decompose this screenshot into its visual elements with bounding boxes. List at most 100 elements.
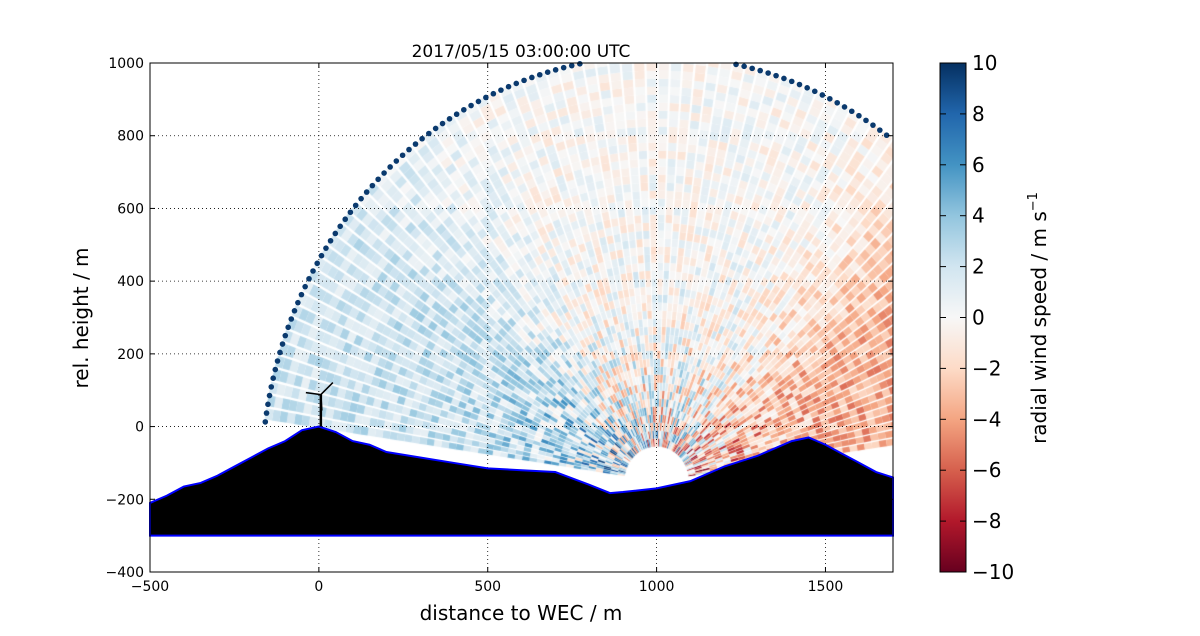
range-marker [781,75,787,82]
x-axis-label: distance to WEC / m [420,601,623,625]
range-marker [263,410,270,416]
range-marker [295,299,301,306]
turbine-blade [320,394,323,411]
range-marker [529,74,535,81]
range-marker [863,117,869,124]
range-marker [741,63,747,70]
range-marker [406,146,412,153]
range-marker [811,88,818,95]
range-marker [536,71,543,78]
range-marker [552,67,559,73]
range-marker [298,291,305,298]
range-marker [490,90,497,97]
x-tick-label: 1000 [639,579,675,595]
y-axis-label: rel. height / m [69,247,93,388]
colorbar-label: radial wind speed / m s−1 [1026,192,1051,444]
range-marker [327,237,334,244]
range-marker [733,61,739,68]
range-marker [513,80,520,87]
range-marker [262,419,269,425]
colorbar-tick-label: 4 [972,204,985,228]
range-marker [358,195,364,202]
range-marker [375,176,381,183]
range-marker [285,324,291,331]
y-tick-label: 0 [135,420,144,436]
range-marker [279,341,286,347]
range-marker [412,141,419,147]
range-marker [468,102,474,109]
range-marker [363,189,370,195]
range-marker [352,202,359,209]
x-tick-label: 500 [474,579,501,595]
range-marker [266,392,273,399]
range-marker [827,95,833,102]
range-marker [788,78,795,85]
range-marker [498,87,504,93]
range-marker [347,209,354,216]
range-marker [274,358,281,364]
range-marker [323,245,329,251]
x-tick-label: −500 [131,579,169,595]
range-marker [272,366,279,373]
range-marker [446,116,453,122]
range-marker [268,384,275,390]
range-marker [757,67,763,74]
range-marker [577,61,583,67]
range-marker [819,92,826,98]
y-tick-label: −400 [106,565,144,581]
colorbar-tick-label: −2 [972,356,1001,380]
range-marker [461,106,467,113]
range-marker [453,111,460,118]
range-marker [399,152,406,159]
range-marker [870,122,876,128]
range-marker [426,130,432,137]
terrain [149,425,894,537]
range-marker [765,70,771,76]
range-marker [773,72,779,79]
range-marker [439,120,446,127]
range-marker [568,62,575,69]
range-marker [270,375,276,381]
range-marker [432,125,439,132]
x-tick-label: 0 [314,579,323,595]
colorbar-tick-label: −8 [972,509,1001,533]
range-marker [282,332,289,339]
range-marker [883,132,890,139]
colorbar-tick-label: 2 [972,255,985,279]
y-tick-label: 400 [117,274,144,290]
range-marker [856,112,862,119]
range-marker [544,69,551,76]
axis-ticks: −500 0 500 1000 1500 −400 −200 0 200 400 600 800 100… [106,56,893,595]
range-marker [848,108,855,115]
range-marker [381,170,387,176]
range-marker [291,308,298,314]
range-marker [314,260,320,267]
turbine-blade [320,382,334,396]
range-marker [560,64,567,71]
x-tick-label: 1500 [808,579,844,595]
range-marker [342,216,349,223]
range-marker [483,94,489,101]
wind-turbine-icon [305,382,334,427]
colorbar-label-group: radial wind speed / m s−1 [1026,192,1051,444]
range-marker [302,283,308,290]
range-marker [796,81,803,88]
range-marker [475,98,482,105]
range-marker [387,164,393,170]
y-tick-label: 200 [117,347,144,363]
range-marker [265,401,271,408]
range-marker [310,268,316,274]
range-marker [877,127,883,133]
turbine-blade [305,391,321,396]
colorbar-tick-label: −4 [972,407,1001,431]
range-marker [332,230,339,237]
range-marker [804,85,810,91]
range-marker [521,77,527,84]
range-marker [306,275,312,282]
range-marker [505,83,512,90]
y-tick-label: 600 [117,201,144,217]
range-marker [318,252,325,259]
colorbar-tick-label: 6 [972,153,985,177]
